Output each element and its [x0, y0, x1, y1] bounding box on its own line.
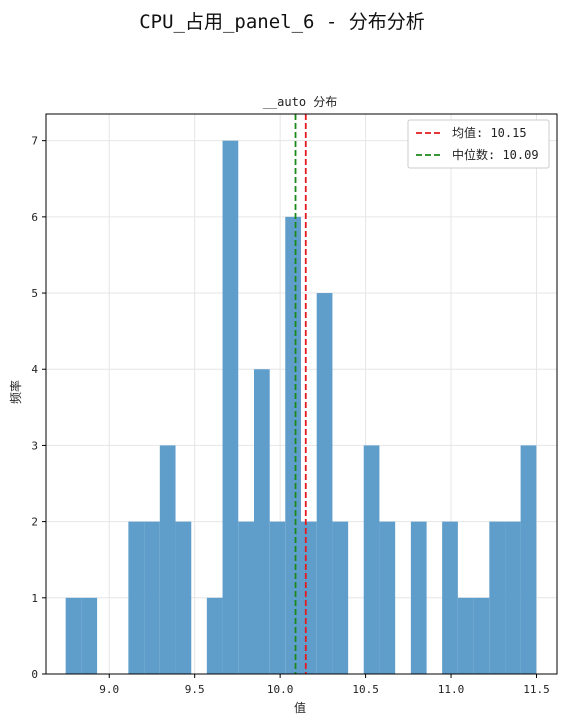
histogram-bar-6	[159, 445, 176, 674]
y-tick-label-7: 7	[31, 135, 38, 148]
histogram-bar-26	[473, 597, 490, 674]
x-tick-label-3: 10.5	[352, 683, 379, 696]
histogram-bar-19	[363, 445, 380, 674]
y-tick-label-1: 1	[31, 592, 38, 605]
y-axis-label: 频率	[8, 380, 23, 404]
reference-lines	[294, 114, 307, 674]
histogram-bar-5	[144, 521, 160, 674]
x-tick-label-2: 10.0	[267, 683, 294, 696]
histogram-bar-25	[457, 597, 474, 674]
axes-title: __auto 分布	[263, 95, 338, 109]
y-tick-label-4: 4	[31, 363, 38, 376]
histogram-bar-27	[489, 521, 506, 674]
x-axis-label: 值	[294, 700, 306, 715]
histogram-bar-9	[206, 597, 223, 674]
y-tick-label-0: 0	[31, 668, 38, 681]
y-tick-label-3: 3	[31, 439, 38, 452]
legend-box	[407, 119, 550, 169]
histogram-bar-13	[269, 521, 286, 674]
histogram-bar-10	[222, 140, 239, 674]
legend: 均值: 10.15 中位数: 10.09	[407, 119, 550, 169]
legend-mean-label: 均值: 10.15	[452, 125, 527, 140]
histogram-bar-20	[379, 521, 396, 674]
y-tick-label-2: 2	[31, 516, 38, 529]
histogram-bar-14	[285, 216, 301, 674]
histogram-bar-28	[505, 521, 521, 674]
histogram-bar-1	[81, 597, 98, 674]
histogram-bar-29	[520, 445, 537, 674]
legend-median-label: 中位数: 10.09	[452, 147, 539, 162]
x-tick-label-5: 11.5	[523, 683, 550, 696]
histogram-bar-12	[253, 369, 270, 674]
x-tick-label-4: 11.0	[438, 683, 465, 696]
histogram-bar-4	[128, 521, 145, 674]
histogram-bar-17	[332, 521, 349, 674]
histogram-bar-11	[238, 521, 254, 674]
histogram-bar-7	[175, 521, 192, 674]
figure-title: CPU_占用_panel_6 - 分布分析	[139, 11, 425, 33]
histogram-bar-15	[300, 521, 317, 674]
histogram-bar-24	[442, 521, 458, 674]
y-tick-label-5: 5	[31, 287, 38, 300]
x-tick-label-1: 9.5	[185, 683, 205, 696]
histogram-bar-16	[316, 293, 333, 674]
histogram-bar-22	[410, 521, 427, 674]
y-tick-label-6: 6	[31, 211, 38, 224]
histogram-bar-0	[65, 597, 82, 674]
x-tick-label-0: 9.0	[99, 683, 119, 696]
axis-ticks: 9.0 9.5 10.0 10.5 11.0 11.5 0 1 2 3 4 5 6 7	[31, 135, 549, 696]
axes-frame	[45, 113, 558, 675]
histogram-bars	[65, 140, 537, 674]
